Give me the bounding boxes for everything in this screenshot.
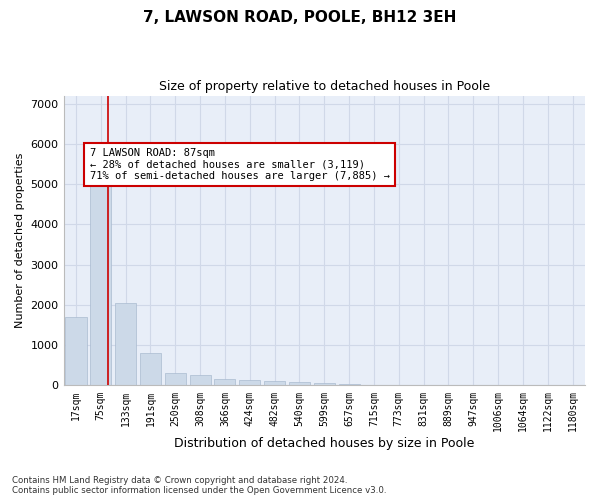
Text: 7 LAWSON ROAD: 87sqm
← 28% of detached houses are smaller (3,119)
71% of semi-de: 7 LAWSON ROAD: 87sqm ← 28% of detached h… (89, 148, 389, 181)
Bar (289, 382, 310, 386)
Bar (239, 380, 260, 386)
Bar (140, 353, 161, 386)
Bar (165, 374, 186, 386)
Bar (90, 152, 112, 386)
Bar (65, 317, 86, 386)
Text: Contains HM Land Registry data © Crown copyright and database right 2024.
Contai: Contains HM Land Registry data © Crown c… (12, 476, 386, 495)
Bar (115, 303, 136, 386)
Bar (364, 384, 385, 386)
Bar (338, 384, 359, 386)
Title: Size of property relative to detached houses in Poole: Size of property relative to detached ho… (159, 80, 490, 93)
Bar (314, 384, 335, 386)
Bar (264, 382, 285, 386)
Bar (190, 375, 211, 386)
X-axis label: Distribution of detached houses by size in Poole: Distribution of detached houses by size … (174, 437, 475, 450)
Text: 7, LAWSON ROAD, POOLE, BH12 3EH: 7, LAWSON ROAD, POOLE, BH12 3EH (143, 10, 457, 25)
Bar (214, 380, 235, 386)
Y-axis label: Number of detached properties: Number of detached properties (15, 153, 25, 328)
